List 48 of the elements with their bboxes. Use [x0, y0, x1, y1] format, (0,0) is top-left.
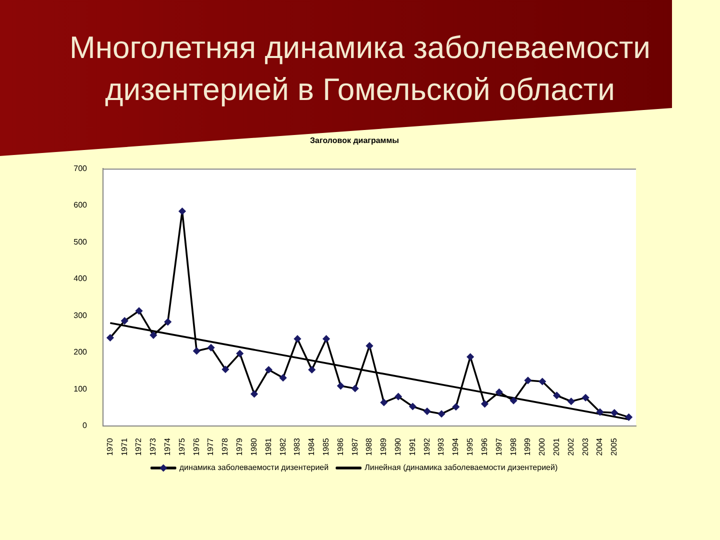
x-tick-label: 1991 [408, 437, 417, 456]
x-tick-label: 1994 [451, 437, 460, 456]
x-tick-label: 1984 [307, 437, 316, 456]
x-tick-label: 2002 [566, 437, 576, 456]
x-tick-label: 2004 [595, 437, 604, 456]
legend-label: Линейная (динамика заболеваемости дизентерией) [364, 463, 558, 472]
x-tick-label: 1986 [336, 437, 345, 456]
legend-label: динамика заболеваемости дизентерией [179, 463, 329, 472]
x-tick-label: 1972 [134, 437, 144, 456]
chart-subtitle: Заголовок диаграммы [310, 136, 400, 146]
y-tick-label: 500 [74, 237, 88, 246]
chart-title: Многолетняя динамика заболеваемости дизентерией в Гомельской области [68, 29, 652, 109]
x-tick-label: 1983 [292, 437, 302, 456]
x-tick-label: 1987 [350, 437, 360, 456]
x-tick-label: 1973 [148, 437, 158, 456]
x-tick-label: 1985 [321, 437, 330, 456]
x-tick-label: 1977 [206, 437, 216, 456]
y-tick-label: 700 [74, 164, 88, 173]
x-tick-label: 1999 [523, 437, 532, 456]
y-tick-label: 0 [82, 421, 88, 430]
x-tick-label: 1978 [220, 437, 230, 456]
x-tick-label: 1979 [235, 437, 244, 456]
x-tick-label: 1975 [177, 437, 186, 456]
x-tick-label: 1996 [480, 437, 489, 456]
y-tick-label: 600 [74, 200, 88, 210]
x-tick-label: 1980 [249, 437, 258, 456]
y-tick-label: 300 [74, 310, 88, 320]
x-tick-label: 2005 [610, 437, 619, 456]
x-tick-label: 1993 [436, 437, 446, 456]
x-tick-label: 1970 [105, 437, 114, 456]
x-tick-label: 1974 [163, 437, 172, 456]
x-tick-label: 1995 [466, 437, 475, 456]
x-tick-label: 1998 [508, 437, 518, 456]
y-tick-label: 100 [74, 384, 88, 394]
x-tick-label: 2003 [580, 437, 590, 456]
y-tick-label: 400 [74, 274, 88, 284]
x-tick-label: 1971 [120, 437, 129, 456]
x-tick-label: 2001 [552, 437, 561, 456]
x-tick-label: 1981 [264, 437, 273, 456]
x-tick-label: 1992 [422, 437, 432, 456]
x-tick-label: 1982 [278, 437, 288, 456]
x-tick-label: 1988 [364, 437, 374, 456]
y-tick-label: 200 [74, 348, 88, 357]
x-tick-label: 2000 [538, 437, 547, 456]
x-tick-label: 1976 [192, 437, 201, 456]
x-tick-label: 1990 [394, 437, 403, 456]
x-tick-label: 1989 [379, 437, 388, 456]
x-tick-label: 1997 [494, 437, 504, 456]
